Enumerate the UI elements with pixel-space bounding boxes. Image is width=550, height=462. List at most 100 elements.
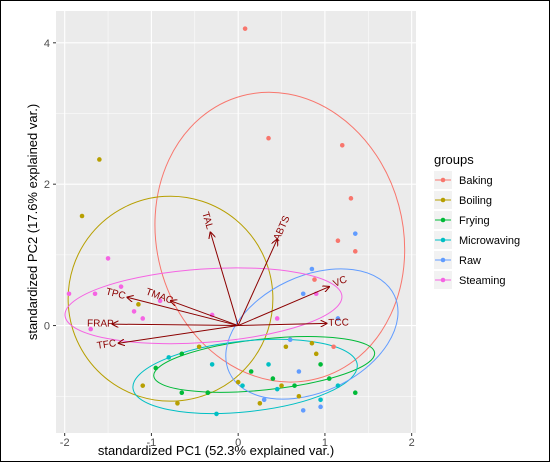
point-boiling [175,401,180,406]
point-steaming [105,256,111,261]
legend-item-boiling: Boiling [459,195,492,207]
point-boiling [313,351,319,357]
y-tick-label: 0 [44,321,50,333]
loading-label-tfc: TFC [96,338,117,352]
point-frying [179,390,185,396]
point-steaming [274,316,280,321]
point-boiling [257,401,263,406]
data-points [66,26,358,417]
point-boiling [196,344,202,350]
point-raw [335,316,341,321]
point-frying [326,376,332,381]
legend-key-point [440,237,446,243]
x-tick-label: -2 [60,437,70,449]
point-baking [331,344,336,350]
ellipse-microwaving [132,338,358,415]
point-raw [300,291,306,297]
legend-item-raw: Raw [459,255,481,267]
x-tick-label: 0 [235,437,241,449]
point-steaming [157,298,163,304]
x-tick-label: 1 [322,437,328,449]
point-boiling [136,302,141,307]
point-baking [352,249,358,254]
legend-key-point [440,177,446,183]
loading-arrow-frap [112,324,239,325]
loading-arrow-tal [210,232,239,326]
legend-key-point [440,257,446,263]
legend-item-microwaving: Microwaving [459,235,520,247]
point-microwaving [335,383,341,388]
point-raw [318,404,323,410]
point-frying [179,351,185,357]
point-baking [266,135,271,141]
point-baking [348,196,354,201]
legend-key-point [440,217,446,223]
point-steaming [131,309,137,314]
point-boiling [97,157,102,162]
point-frying [352,390,358,396]
point-baking [312,277,317,282]
point-baking [335,238,341,244]
point-microwaving [214,411,219,417]
loading-arrow-abts [237,239,277,326]
point-raw [300,408,306,413]
ellipse-boiling [67,195,274,402]
point-boiling [279,383,284,388]
legend-key-point [440,277,446,283]
point-frying [292,383,297,388]
point-raw [287,337,293,342]
x-axis-title: standardized PC1 (52.3% explained var.) [98,443,334,458]
y-tick-label: 4 [44,38,50,50]
point-boiling [296,393,302,399]
point-steaming [88,326,93,332]
ellipse-baking [154,91,406,383]
legend: groups Baking Boiling Frying Microwaving Raw… [434,152,520,289]
point-microwaving [274,386,280,392]
point-steaming [118,284,124,289]
point-raw [309,266,315,272]
loading-label-tcc: TCC [328,317,349,328]
point-boiling [283,344,289,350]
point-raw [261,397,267,403]
point-raw [352,231,358,236]
point-microwaving [240,383,245,388]
point-baking [339,143,345,148]
point-boiling [140,383,146,388]
point-boiling [79,213,85,219]
ellipse-steaming [64,267,343,345]
loading-arrow-tcc [238,323,326,325]
legend-key-point [440,197,446,203]
x-axis-ticks: -2 -1 0 1 2 [60,433,415,449]
x-tick-label: -1 [147,437,157,449]
point-boiling [235,379,241,385]
point-microwaving [318,397,323,403]
point-steaming [140,316,146,321]
plot-panel [56,11,416,433]
x-tick-label: 2 [409,437,415,449]
loading-label-tal: TAL [199,211,215,231]
point-steaming [66,291,72,297]
loading-label-vc: VC [332,274,349,290]
point-baking [242,26,248,31]
legend-item-frying: Frying [459,215,490,227]
y-axis-title: standardized PC2 (17.6% explained var.) [25,104,40,340]
point-microwaving [209,362,215,367]
loading-label-frap: FRAP [87,318,114,329]
point-frying [270,376,276,381]
loading-arrow-tpc [127,297,239,327]
loading-label-tpc: TPC [104,287,126,303]
y-axis-ticks: 0 2 4 [44,38,56,333]
legend-title: groups [434,152,474,167]
point-frying [318,362,323,367]
point-steaming [92,291,98,297]
y-tick-label: 2 [44,179,50,191]
point-raw [296,369,302,374]
point-boiling [309,340,315,346]
point-frying [248,369,254,374]
loading-arrow-tmac [171,301,239,327]
loading-arrow-vc [237,287,329,327]
ellipse-frying [153,336,376,393]
